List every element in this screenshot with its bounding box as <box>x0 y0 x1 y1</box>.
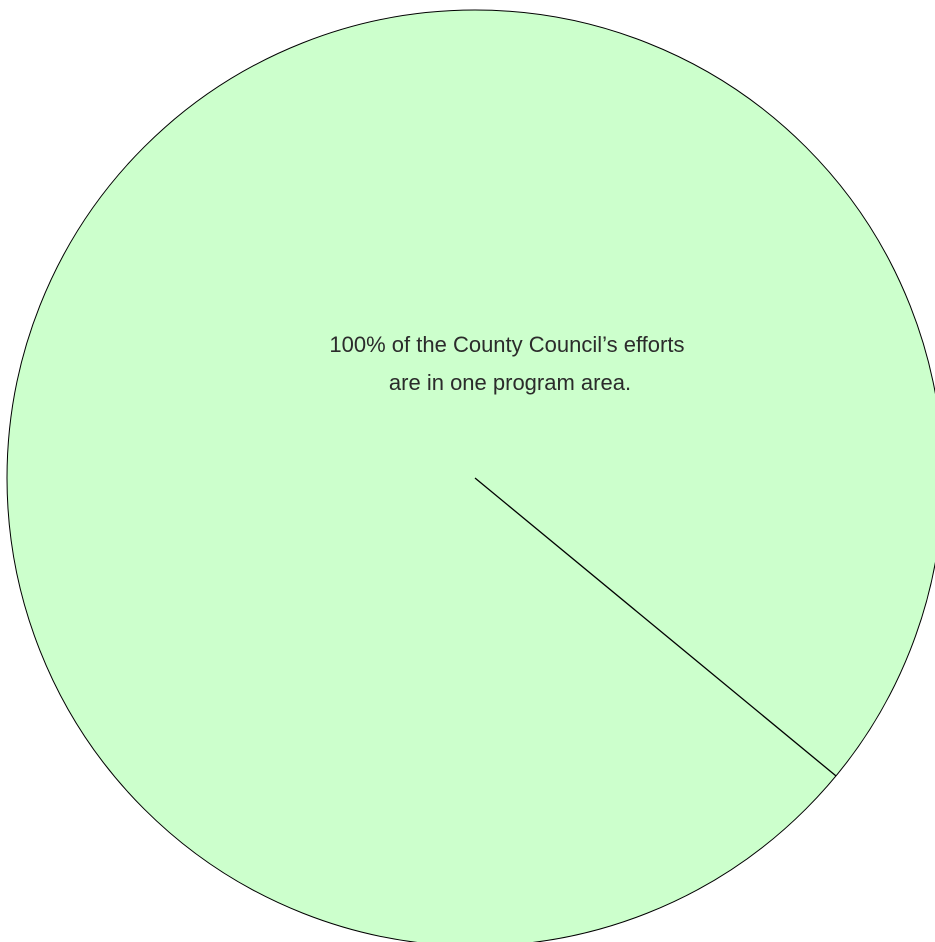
slice-boundary-line <box>474 477 837 777</box>
pie-slice-0 <box>6 9 935 942</box>
pie-annotation: 100% of the County Council’s efforts are… <box>329 332 690 395</box>
annotation-line-2: are in one program area. <box>389 370 631 395</box>
annotation-line-1: 100% of the County Council’s efforts <box>329 332 684 357</box>
pie-slices <box>6 9 935 942</box>
